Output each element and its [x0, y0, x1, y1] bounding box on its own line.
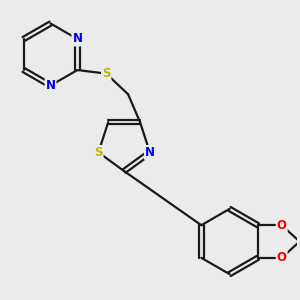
Text: N: N: [72, 32, 82, 46]
Text: S: S: [102, 67, 110, 80]
Text: N: N: [46, 79, 56, 92]
Text: N: N: [145, 146, 155, 159]
Text: S: S: [94, 146, 103, 159]
Text: O: O: [277, 251, 287, 264]
Text: O: O: [277, 219, 287, 232]
